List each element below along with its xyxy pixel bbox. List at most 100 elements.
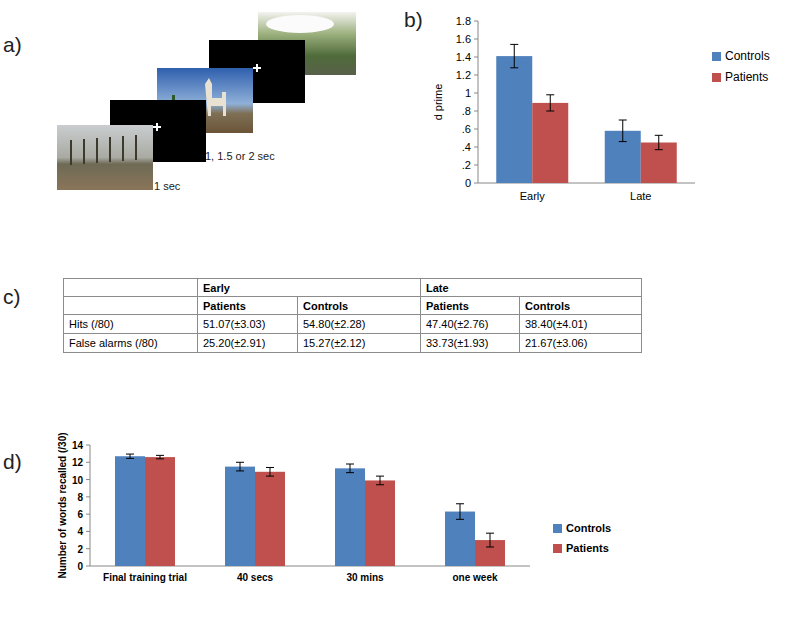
legend-label: Controls: [566, 522, 611, 534]
error-bar: [546, 95, 554, 111]
error-bar: [376, 476, 384, 485]
bar: [145, 457, 175, 566]
y-tick: [86, 531, 90, 532]
scene-detail: [96, 138, 98, 163]
table-cell: 25.20(±2.91): [198, 334, 298, 353]
y-tick: [474, 147, 478, 148]
table-cell: 15.27(±2.12): [298, 334, 421, 353]
error-bar: [126, 454, 134, 458]
y-tick-label: 1.4: [456, 51, 471, 63]
bar: [496, 56, 532, 183]
table-cell: 38.40(±4.01): [520, 315, 642, 334]
table-cell: 21.67(±3.06): [520, 334, 642, 353]
y-tick: [474, 21, 478, 22]
bar-chart: 02468101214Number of words recalled (/30…: [57, 432, 611, 583]
table-cell: 51.07(±3.03): [198, 315, 298, 334]
table-row: False alarms (/80)25.20(±2.91)15.27(±2.1…: [64, 334, 642, 353]
y-tick-label: 10: [72, 475, 84, 486]
panel-label: d): [3, 450, 22, 473]
fixation-cross: [253, 64, 261, 72]
table-cell: Patients: [198, 297, 298, 315]
legend-label: Patients: [725, 70, 768, 84]
error-bar: [655, 135, 663, 149]
y-tick: [86, 445, 90, 446]
y-tick-label: 1.2: [456, 69, 471, 81]
scene-detail: [109, 137, 111, 162]
figure: a)b)c)d)1 sec1, 1.5 or 2 sec0.2.4.6.811.…: [0, 0, 789, 641]
table-cell: Controls: [298, 297, 421, 315]
error-bar: [510, 44, 518, 67]
table-cell: 54.80(±2.28): [298, 315, 421, 334]
y-tick: [86, 496, 90, 497]
y-axis: [90, 445, 91, 566]
table-row: Hits (/80)51.07(±3.03)54.80(±2.28)47.40(…: [64, 315, 642, 334]
error-bar: [266, 467, 274, 476]
y-tick: [474, 183, 478, 184]
panel-label: b): [404, 8, 423, 31]
table-cell: Early: [198, 279, 421, 297]
table-cell: [64, 279, 198, 297]
table-wrap: EarlyLatePatientsControlsPatientsControl…: [63, 278, 642, 353]
table-cell: Patients: [421, 297, 520, 315]
scene-detail: [83, 139, 85, 164]
y-tick-label: .2: [462, 159, 471, 171]
y-tick: [86, 514, 90, 515]
panel-label: a): [3, 33, 22, 56]
bar: [365, 480, 395, 566]
y-tick-label: 0: [77, 561, 83, 572]
duration-label: 1 sec: [154, 180, 181, 192]
table-cell: 33.73(±1.93): [421, 334, 520, 353]
x-tick-label: Late: [630, 190, 651, 202]
y-axis-label: Number of words recalled (/30): [57, 432, 68, 578]
y-tick-label: 1.8: [456, 15, 471, 27]
x-tick-label: one week: [452, 572, 497, 583]
duration-label: 1, 1.5 or 2 sec: [205, 150, 275, 162]
y-axis-label: d prime: [432, 84, 444, 121]
scene-detail: [205, 78, 226, 116]
table-cell: Late: [421, 279, 642, 297]
y-tick-label: 1: [465, 87, 471, 99]
y-tick-label: 0: [465, 177, 471, 189]
y-tick-label: 4: [77, 526, 83, 537]
y-tick: [474, 57, 478, 58]
y-tick: [474, 129, 478, 130]
x-tick-label: 30 mins: [346, 572, 384, 583]
y-tick-label: 8: [77, 492, 83, 503]
stimulus-sequence: [57, 12, 356, 190]
y-tick-label: 12: [72, 457, 84, 468]
y-tick: [86, 462, 90, 463]
table-cell: [64, 297, 198, 315]
bar: [255, 472, 285, 566]
scene-photo: [57, 125, 153, 190]
results-table: EarlyLatePatientsControlsPatientsControl…: [63, 278, 642, 353]
table-cell: Hits (/80): [64, 315, 198, 334]
error-bar: [456, 504, 464, 520]
error-bar: [486, 533, 494, 547]
legend-swatch: [553, 544, 562, 553]
legend-label: Controls: [725, 49, 770, 63]
y-tick: [86, 479, 90, 480]
table-row: EarlyLate: [64, 279, 642, 297]
y-tick: [474, 75, 478, 76]
y-tick-label: .4: [462, 141, 471, 153]
table-cell: False alarms (/80): [64, 334, 198, 353]
bars: [115, 454, 505, 566]
table-row: PatientsControlsPatientsControls: [64, 297, 642, 315]
legend-label: Patients: [566, 542, 609, 554]
bar: [532, 103, 568, 183]
error-bar: [346, 464, 354, 473]
legend-swatch: [712, 73, 721, 82]
scene-detail: [266, 15, 334, 33]
fixation-cross: [153, 123, 161, 131]
y-tick: [474, 39, 478, 40]
scene-detail: [122, 136, 124, 161]
scene-detail: [70, 140, 72, 165]
y-tick-label: 2: [77, 544, 83, 555]
y-tick: [474, 165, 478, 166]
x-tick-label: 40 secs: [237, 572, 274, 583]
bar: [115, 456, 145, 566]
x-tick-label: Final training trial: [103, 572, 187, 583]
bar: [225, 467, 255, 566]
y-tick-label: 6: [77, 509, 83, 520]
table-cell: Controls: [520, 297, 642, 315]
